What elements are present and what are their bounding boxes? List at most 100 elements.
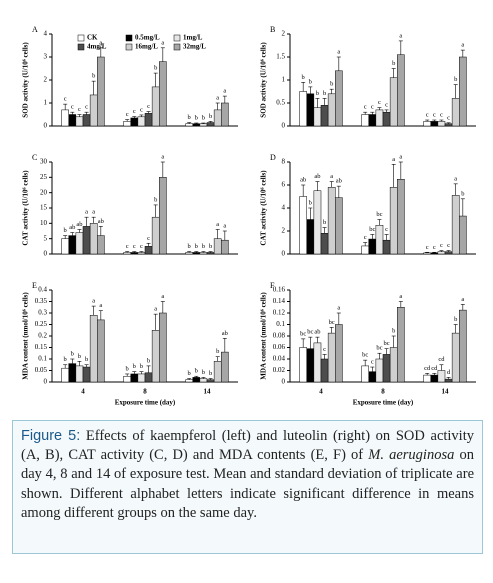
bar <box>137 252 146 255</box>
y-tick-label: 4 <box>44 30 48 38</box>
significance-letter: c <box>371 104 374 111</box>
significance-letter: c <box>323 346 326 353</box>
significance-letter: b <box>188 114 191 121</box>
caption-label: Figure 5: <box>21 428 81 444</box>
bar <box>451 332 460 383</box>
significance-letter: cd <box>424 365 431 372</box>
legend-label: 4mg/L <box>87 43 107 51</box>
bar <box>144 372 153 383</box>
significance-letter: b <box>140 363 143 370</box>
significance-letter: a <box>99 302 102 309</box>
significance-letter: b <box>195 243 198 250</box>
bar <box>368 371 377 383</box>
x-tick-label: 4 <box>81 388 85 396</box>
bar <box>320 105 329 127</box>
bar <box>199 252 208 255</box>
bar <box>159 61 167 127</box>
bar <box>123 376 131 383</box>
bar <box>151 330 160 383</box>
caption-text: Effects of kaempferol (left) and luteoli… <box>21 428 474 464</box>
significance-letter: b <box>309 78 312 85</box>
bar <box>68 114 77 127</box>
bar <box>61 367 69 383</box>
significance-letter: b <box>85 356 88 363</box>
bar <box>423 121 431 127</box>
y-tick-label: 0.2 <box>38 332 47 340</box>
bar <box>361 114 369 127</box>
significance-letter: b <box>392 60 395 67</box>
y-tick-label: 0.1 <box>276 320 285 328</box>
significance-letter: a <box>85 209 88 216</box>
bar <box>437 251 446 255</box>
significance-letter: a <box>216 94 219 101</box>
bar <box>159 312 167 383</box>
bar <box>192 252 201 255</box>
significance-letter: b <box>202 369 205 376</box>
bar <box>313 342 322 383</box>
bar <box>221 351 229 383</box>
y-tick-label: 0.12 <box>273 309 286 317</box>
significance-letter: c <box>133 108 136 115</box>
significance-letter: b <box>302 74 305 81</box>
y-tick-label: 0.16 <box>273 286 286 294</box>
bar <box>382 111 391 127</box>
caption: Figure 5: Effects of kaempferol (left) a… <box>12 420 483 554</box>
significance-letter: c <box>385 101 388 108</box>
significance-letter: b <box>188 370 191 377</box>
significance-letter: c <box>140 243 143 250</box>
significance-letter: d <box>447 369 451 376</box>
bar <box>313 190 322 255</box>
bar <box>382 354 391 383</box>
significance-letter: b <box>209 370 212 377</box>
bar <box>375 225 384 255</box>
significance-letter: b <box>309 199 312 206</box>
y-tick-label: 8 <box>282 158 286 166</box>
significance-letter: a <box>161 39 164 46</box>
x-tick-label: 4 <box>319 388 323 396</box>
bar <box>213 109 222 127</box>
significance-letter: a <box>337 304 340 311</box>
bar <box>444 123 453 127</box>
significance-letter: bc <box>376 345 382 352</box>
bar <box>368 238 377 255</box>
bar <box>368 114 377 127</box>
significance-letter: bc <box>369 226 375 233</box>
bar <box>89 94 98 127</box>
significance-letter: ab <box>314 329 320 336</box>
significance-letter: b <box>195 114 198 121</box>
significance-letter: b <box>133 363 136 370</box>
significance-letter: a <box>392 156 395 163</box>
bar <box>192 377 201 383</box>
significance-letter: b <box>454 316 457 323</box>
bar <box>213 238 222 255</box>
significance-letter: bc <box>300 330 306 337</box>
significance-letter: cd <box>438 356 445 363</box>
significance-letter: bc <box>307 329 313 336</box>
significance-letter: a <box>337 48 340 55</box>
y-tick-label: 0 <box>44 250 48 258</box>
y-tick-label: 0.4 <box>38 286 47 294</box>
y-axis-title: CAT activity (U/10⁶ cells) <box>22 170 30 246</box>
significance-letter: a <box>161 153 164 160</box>
y-tick-label: 5 <box>44 234 48 242</box>
panel-label: F <box>270 281 275 290</box>
bar <box>459 309 467 383</box>
bar <box>199 378 208 383</box>
significance-letter: c <box>447 242 450 249</box>
bar <box>137 116 146 127</box>
bar <box>444 378 453 383</box>
significance-letter: c <box>433 112 436 119</box>
significance-letter: a <box>92 209 95 216</box>
significance-letter: a <box>399 32 402 39</box>
bar <box>389 347 398 383</box>
y-tick-label: 2 <box>282 227 286 235</box>
bar <box>61 109 69 127</box>
bar <box>306 219 315 255</box>
significance-letter: a <box>330 173 333 180</box>
bar <box>192 123 201 127</box>
significance-letter: c <box>426 244 429 251</box>
significance-letter: a <box>399 293 402 300</box>
bar <box>423 252 431 255</box>
bar <box>185 123 193 127</box>
